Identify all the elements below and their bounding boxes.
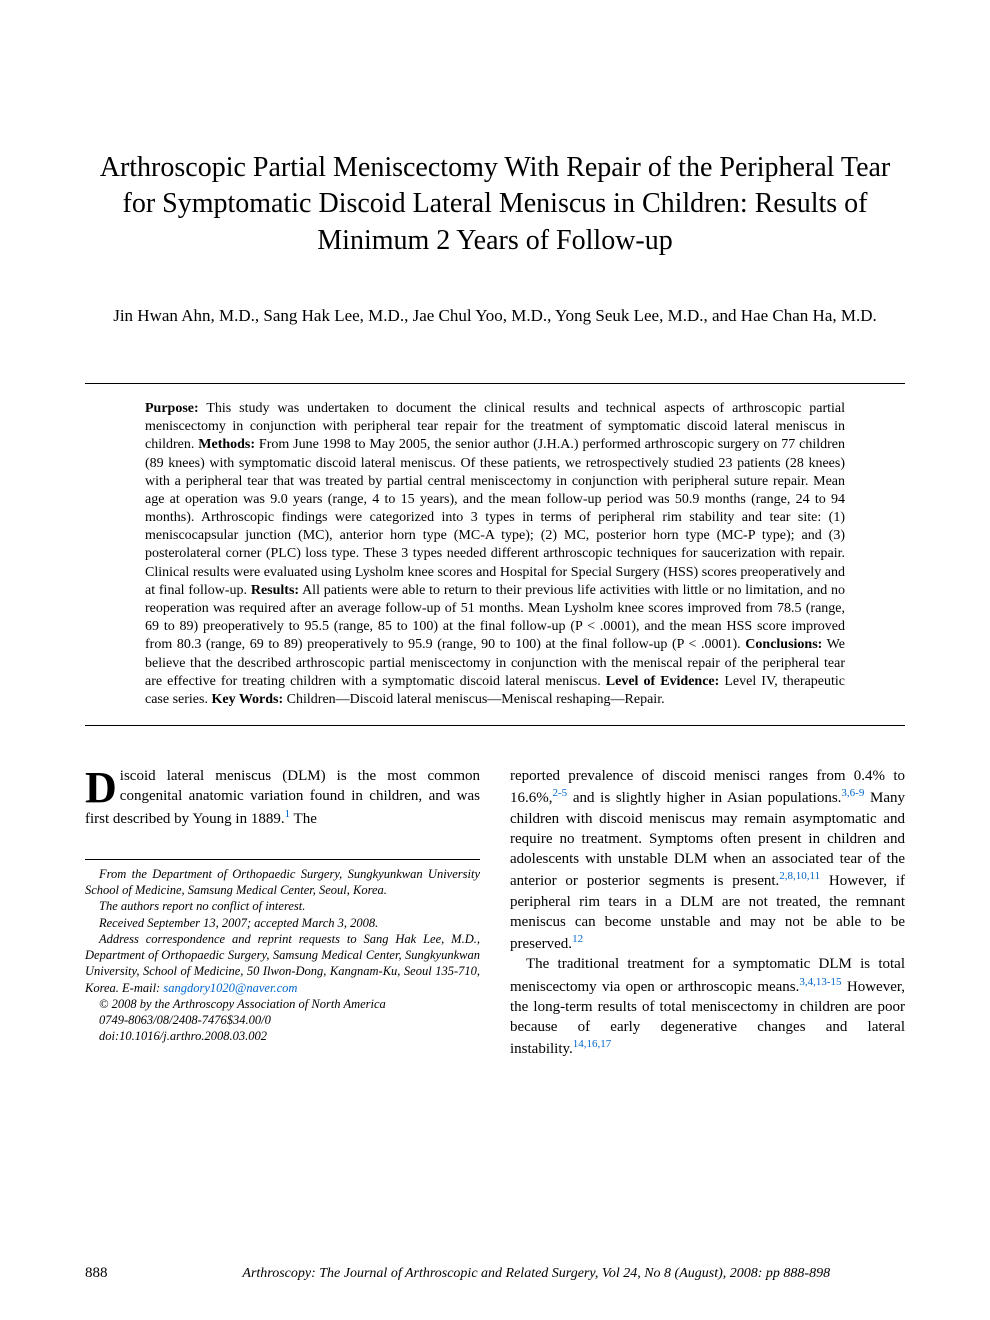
page-number: 888 (85, 1265, 108, 1282)
journal-citation: Arthroscopy: The Journal of Arthroscopic… (168, 1266, 906, 1282)
column-right: reported prevalence of discoid menisci r… (510, 766, 905, 1060)
abstract-text: Purpose: This study was undertaken to do… (145, 400, 845, 709)
footnote-issn: 0749-8063/08/2408-7476$34.00/0 (85, 1012, 480, 1028)
footnote-doi: doi:10.1016/j.arthro.2008.03.002 (85, 1028, 480, 1044)
ref-2-8-10-11[interactable]: 2,8,10,11 (779, 870, 820, 882)
article-title: Arthroscopic Partial Meniscectomy With R… (85, 150, 905, 259)
page-footer: 888 Arthroscopy: The Journal of Arthrosc… (85, 1265, 905, 1282)
conclusions-label: Conclusions: (745, 637, 822, 652)
footnote-affiliation: From the Department of Orthopaedic Surge… (85, 866, 480, 899)
ref-12[interactable]: 12 (572, 933, 583, 945)
results-label: Results: (251, 583, 299, 598)
dropcap: D (85, 766, 120, 806)
ref-2-5[interactable]: 2-5 (553, 787, 568, 799)
keywords-label: Key Words: (211, 692, 283, 707)
abstract-box: Purpose: This study was undertaken to do… (85, 383, 905, 726)
keywords-text: Children—Discoid lateral meniscus—Menisc… (283, 692, 664, 707)
para1-text: iscoid lateral meniscus (DLM) is the mos… (85, 768, 480, 827)
methods-label: Methods: (198, 437, 255, 452)
methods-text: From June 1998 to May 2005, the senior a… (145, 437, 845, 598)
body-columns: Discoid lateral meniscus (DLM) is the mo… (85, 766, 905, 1060)
body-para-2: reported prevalence of discoid menisci r… (510, 766, 905, 954)
loe-label: Level of Evidence: (606, 674, 720, 689)
p2b: and is slightly higher in Asian populati… (567, 790, 841, 806)
para1-end: The (290, 811, 317, 827)
footnote-correspondence: Address correspondence and reprint reque… (85, 931, 480, 996)
ref-14-16-17[interactable]: 14,16,17 (573, 1038, 612, 1050)
body-para-1: Discoid lateral meniscus (DLM) is the mo… (85, 766, 480, 829)
ref-3-6-9[interactable]: 3,6-9 (841, 787, 864, 799)
ref-3-4-13-15[interactable]: 3,4,13-15 (799, 976, 841, 988)
email-link[interactable]: sangdory1020@naver.com (163, 981, 297, 995)
footnote-conflict: The authors report no conflict of intere… (85, 898, 480, 914)
body-para-3: The traditional treatment for a symptoma… (510, 954, 905, 1059)
footnote-copyright: © 2008 by the Arthroscopy Association of… (85, 996, 480, 1012)
authors: Jin Hwan Ahn, M.D., Sang Hak Lee, M.D., … (85, 304, 905, 328)
footnote-dates: Received September 13, 2007; accepted Ma… (85, 915, 480, 931)
column-left: Discoid lateral meniscus (DLM) is the mo… (85, 766, 480, 1060)
footnotes: From the Department of Orthopaedic Surge… (85, 859, 480, 1045)
purpose-label: Purpose: (145, 401, 199, 416)
